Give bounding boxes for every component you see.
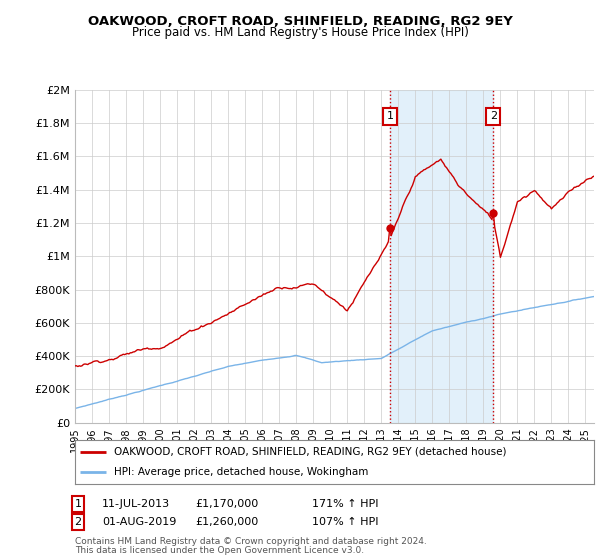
Text: OAKWOOD, CROFT ROAD, SHINFIELD, READING, RG2 9EY (detached house): OAKWOOD, CROFT ROAD, SHINFIELD, READING,… [114,447,506,457]
Text: 107% ↑ HPI: 107% ↑ HPI [312,517,379,527]
Text: HPI: Average price, detached house, Wokingham: HPI: Average price, detached house, Woki… [114,467,368,477]
Text: £1,260,000: £1,260,000 [195,517,258,527]
Text: Contains HM Land Registry data © Crown copyright and database right 2024.: Contains HM Land Registry data © Crown c… [75,538,427,547]
Bar [391,90,493,423]
Text: 1: 1 [387,111,394,122]
Text: 11-JUL-2013: 11-JUL-2013 [102,499,170,509]
Text: 01-AUG-2019: 01-AUG-2019 [102,517,176,527]
Text: £1,170,000: £1,170,000 [195,499,258,509]
Text: Price paid vs. HM Land Registry's House Price Index (HPI): Price paid vs. HM Land Registry's House … [131,26,469,39]
Text: OAKWOOD, CROFT ROAD, SHINFIELD, READING, RG2 9EY: OAKWOOD, CROFT ROAD, SHINFIELD, READING,… [88,15,512,28]
Text: 1: 1 [74,499,82,509]
Text: 2: 2 [490,111,497,122]
Text: This data is licensed under the Open Government Licence v3.0.: This data is licensed under the Open Gov… [75,547,364,556]
Text: 171% ↑ HPI: 171% ↑ HPI [312,499,379,509]
Text: 2: 2 [74,517,82,527]
